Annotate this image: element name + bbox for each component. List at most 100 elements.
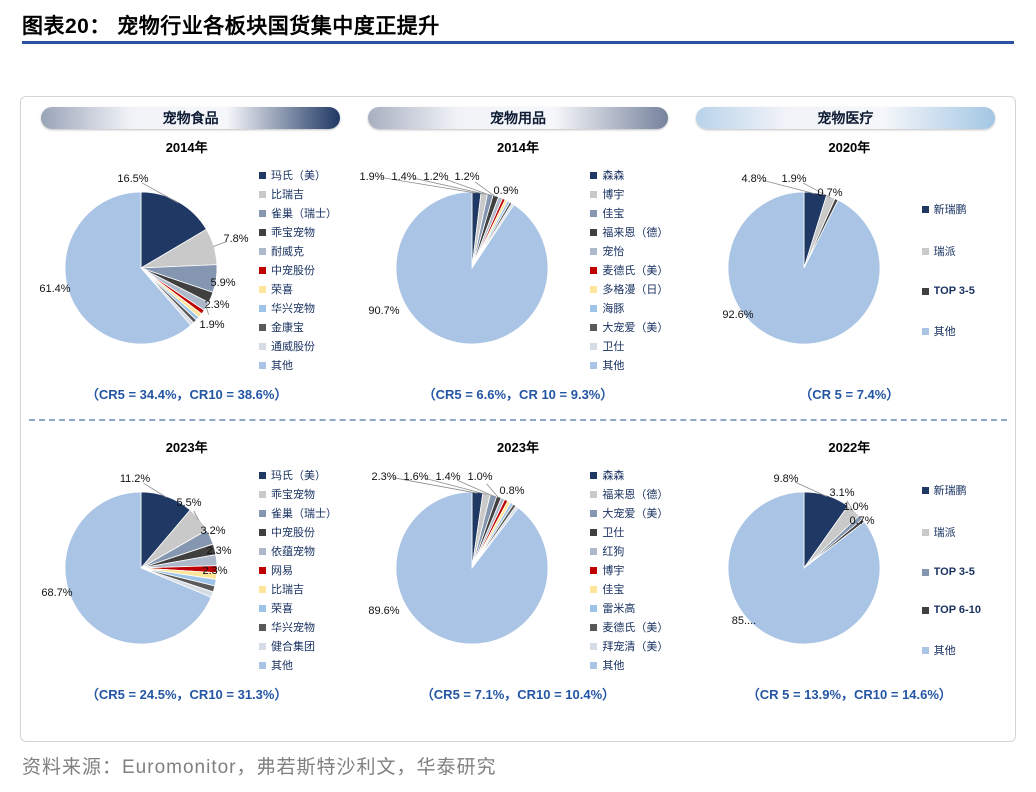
legend-marker-icon xyxy=(590,209,598,217)
pie-panel-pet-supplies-2023: 2023年 2.3% 1.6% 1.4% 1.0% 0.8% 89.6% 森森 福来恩（德）… xyxy=(352,431,683,719)
cr-caption: （CR 5 = 13.9%，CR10 = 14.6%） xyxy=(746,687,952,702)
legend-marker-icon xyxy=(590,528,598,536)
legend-marker-icon xyxy=(590,490,598,498)
legend-marker-icon xyxy=(590,190,598,198)
legend-marker-icon xyxy=(921,606,929,614)
pie-percent-label: 1.2% xyxy=(424,171,449,183)
pie-percent-label: 90.7% xyxy=(369,305,400,317)
pie-chart: 11.2% 5.5% 3.2% 2.3% 2.3% 68.7% xyxy=(41,473,232,645)
legend-item: 比瑞吉 xyxy=(259,186,348,202)
legend-item: 大宠爱（美） xyxy=(590,319,679,335)
segment-header-pet-food: 宠物食品 xyxy=(41,107,341,129)
legend-marker-icon xyxy=(921,568,929,576)
cr-caption: （CR 5 = 7.4%） xyxy=(799,387,900,402)
pie-percent-label: 2.3% xyxy=(204,299,229,311)
pie-percent-label: 89.6% xyxy=(369,605,400,617)
legend-label: 荣喜 xyxy=(271,603,293,615)
legend-label: 乖宝宠物 xyxy=(271,489,315,501)
pie-chart: 9.8% 3.1% 1.0% 0.7% 85.... xyxy=(727,473,881,645)
pie-panel-pet-supplies-2014: 2014年 1.9% 1.4% 1.2% 1.2% 0.9% 90.7% 森森 博宇 佳宝 福来… xyxy=(352,131,683,419)
pie-chart: 16.5% 7.8% 5.9% 2.3% 1.9% 61.4% xyxy=(39,173,249,345)
pie-percent-label: 3.2% xyxy=(200,525,225,537)
legend-item: 其他 xyxy=(590,357,679,373)
legend-label: 比瑞吉 xyxy=(271,584,304,596)
legend-label: 拜宠清（美） xyxy=(602,641,669,653)
legend-marker-icon xyxy=(590,228,598,236)
legend-marker-icon xyxy=(921,287,929,295)
legend-item: 红狗 xyxy=(590,543,679,559)
legend-item: 福来恩（德） xyxy=(590,224,679,240)
legend-label: 其他 xyxy=(602,360,625,372)
legend-item: 其他 xyxy=(259,657,348,673)
label-leader-line xyxy=(141,182,179,204)
legend-item: 雷米高 xyxy=(590,600,679,616)
legend-item: 海豚 xyxy=(590,300,679,316)
label-leader-line xyxy=(457,479,494,497)
legend-marker-icon xyxy=(259,566,266,574)
legend-label: 瑞派 xyxy=(933,527,956,539)
legend-item: TOP 3-5 xyxy=(921,566,1011,578)
legend-label: 其他 xyxy=(602,660,625,672)
legend-item: 佳宝 xyxy=(590,581,679,597)
legend-marker-icon xyxy=(921,528,929,536)
label-leader-line xyxy=(794,481,827,497)
legend-marker-icon xyxy=(590,285,598,293)
pie-legend: 森森 博宇 佳宝 福来恩（德） 宠怡 麦德氏（美） 多格漫（日） 海豚 大宠爱（美） 卫仕 其他 xyxy=(590,166,683,375)
segment-header-pet-medical: 宠物医疗 xyxy=(695,107,995,129)
legend-label: 森森 xyxy=(602,170,625,182)
legend-marker-icon xyxy=(590,509,598,517)
legend-item: 比瑞吉 xyxy=(259,581,348,597)
legend-item: 博宇 xyxy=(590,186,679,202)
chart-year-label: 2023年 xyxy=(165,440,208,455)
pie-percent-label: 5.5% xyxy=(176,497,201,509)
legend-item: 乖宝宠物 xyxy=(259,486,348,502)
legend-marker-icon xyxy=(259,190,266,198)
legend-label: 中宠股份 xyxy=(271,527,315,539)
pie-slice xyxy=(727,191,880,345)
segment-header-pet-supplies: 宠物用品 xyxy=(368,107,668,129)
legend-marker-icon xyxy=(259,285,266,293)
legend-label: 大宠爱（美） xyxy=(602,322,669,334)
legend-marker-icon xyxy=(259,304,266,312)
pie-percent-label: 68.7% xyxy=(41,587,72,599)
pie-slice xyxy=(727,491,881,645)
pie-slice xyxy=(396,191,549,345)
legend-item: 荣喜 xyxy=(259,281,348,297)
legend-marker-icon xyxy=(590,471,598,479)
pie-percent-label: 1.0% xyxy=(843,501,868,513)
legend-item: 其他 xyxy=(921,323,1011,339)
legend-label: 其他 xyxy=(933,326,956,338)
legend-marker-icon xyxy=(259,266,266,274)
chart-year-label: 2014年 xyxy=(165,140,208,155)
pie-legend: 玛氏（美） 比瑞吉 雀巢（瑞士） 乖宝宠物 耐威克 中宠股份 荣喜 华兴宠物 金康宝 通威股份 其他 xyxy=(259,166,352,375)
legend-label: 雷米高 xyxy=(602,603,636,615)
pie-percent-label: 0.9% xyxy=(494,185,519,197)
legend-item: 金康宝 xyxy=(259,319,348,335)
cr-caption: （CR5 = 24.5%，CR10 = 31.3%） xyxy=(85,687,288,702)
legend-marker-icon xyxy=(921,205,929,213)
pie-percent-label: 16.5% xyxy=(117,173,148,185)
cr-caption: （CR5 = 6.6%，CR 10 = 9.3%） xyxy=(422,387,614,402)
legend-item: TOP 3-5 xyxy=(921,285,1011,297)
legend-marker-icon xyxy=(590,547,598,555)
legend-item: 荣喜 xyxy=(259,600,348,616)
pie-percent-label: 92.6% xyxy=(722,309,753,321)
legend-label: 依蕴宠物 xyxy=(271,546,315,558)
legend-item: 耐威克 xyxy=(259,243,348,259)
legend-marker-icon xyxy=(259,490,266,498)
legend-label: 健合集团 xyxy=(271,641,315,653)
legend-label: 中宠股份 xyxy=(271,265,315,277)
legend-label: 新瑞鹏 xyxy=(933,485,967,497)
legend-label: 福来恩（德） xyxy=(602,227,669,239)
chart-area: 1.9% 1.4% 1.2% 1.2% 0.9% 90.7% 森森 博宇 佳宝 福来恩（德） 宠怡… xyxy=(352,156,683,384)
pie-percent-label: 9.8% xyxy=(773,473,798,485)
legend-label: 福来恩（德） xyxy=(602,489,669,501)
legend-item: 博宇 xyxy=(590,562,679,578)
chart-year-label: 2023年 xyxy=(497,440,539,455)
chart-area: 4.8% 1.9% 0.7% 92.6% 新瑞鹏 瑞派 TOP 3-5 其他 xyxy=(684,156,1015,384)
legend-label: 其他 xyxy=(271,660,293,672)
legend-label: 新瑞鹏 xyxy=(933,204,967,216)
title-underline xyxy=(22,41,1014,44)
label-leader-line xyxy=(205,305,210,315)
pie-percent-label: 2.3% xyxy=(202,565,227,577)
